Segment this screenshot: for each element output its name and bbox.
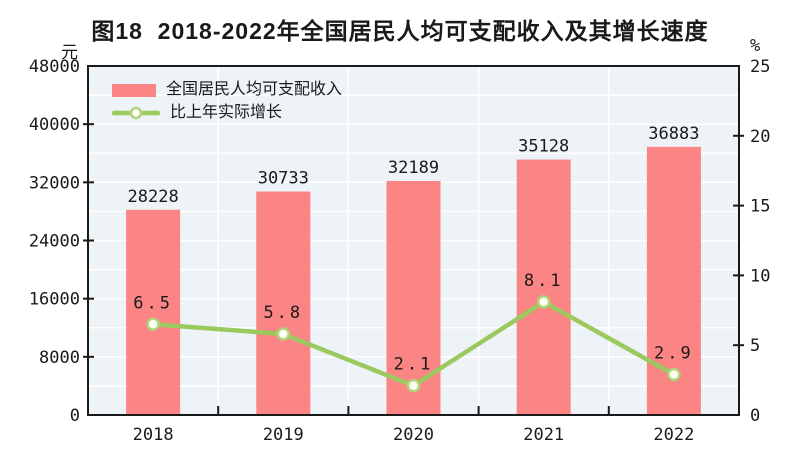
left-tick-label-32000: 32000 (29, 173, 80, 193)
bar-value-label-2019: 30733 (258, 169, 309, 189)
right-tick-label-25: 25 (750, 57, 770, 77)
left-tick-label-48000: 48000 (29, 57, 80, 77)
bar-value-label-2021: 35128 (518, 137, 569, 157)
left-tick-label-24000: 24000 (29, 232, 80, 252)
line-value-label-2022: 2.9 (654, 344, 694, 364)
legend-item-growth: 比上年实际增长 (112, 104, 342, 122)
bar-value-label-2018: 28228 (128, 187, 179, 207)
bar-2018 (126, 209, 181, 415)
x-tick-label-2018: 2018 (133, 425, 174, 445)
left-tick-label-0: 0 (70, 406, 80, 426)
legend-label-income: 全国居民人均可支配收入 (166, 81, 343, 98)
line-swatch-icon (112, 106, 160, 120)
growth-marker-2021 (536, 295, 551, 309)
right-tick-label-20: 20 (750, 127, 770, 147)
right-tick-label-0: 0 (750, 406, 760, 426)
chart-title: 图18 2018-2022年全国居民人均可支配收入及其增长速度 (91, 18, 709, 44)
legend: 全国居民人均可支配收入 比上年实际增长 (112, 81, 342, 122)
bar-value-label-2022: 36883 (648, 124, 699, 144)
right-tick-label-5: 5 (750, 336, 760, 356)
left-tick-label-16000: 16000 (29, 290, 80, 310)
line-value-label-2019: 5.8 (263, 303, 303, 323)
legend-label-growth: 比上年实际增长 (170, 104, 283, 121)
left-axis-unit-label: 元 (61, 43, 78, 63)
bar-2021 (516, 159, 571, 415)
x-tick-label-2021: 2021 (523, 425, 564, 445)
bar-swatch-icon (112, 83, 156, 97)
x-tick-label-2019: 2019 (263, 425, 304, 445)
growth-marker-2019 (276, 327, 291, 341)
growth-marker-2018 (146, 317, 160, 332)
bar-2019 (256, 191, 311, 415)
right-tick-label-15: 15 (750, 197, 770, 217)
legend-item-income: 全国居民人均可支配收入 (112, 81, 342, 99)
bar-value-label-2020: 32189 (388, 158, 439, 178)
x-tick-label-2022: 2022 (653, 425, 694, 445)
growth-marker-2020 (406, 378, 421, 393)
x-tick-label-2020: 2020 (393, 425, 434, 445)
right-axis-unit-label: % (750, 36, 761, 56)
left-tick-label-8000: 8000 (39, 348, 80, 368)
growth-marker-2022 (667, 367, 681, 382)
right-tick-label-10: 10 (750, 266, 770, 286)
left-tick-label-40000: 40000 (29, 115, 80, 135)
line-value-label-2020: 2.1 (394, 355, 434, 375)
line-value-label-2018: 6.5 (133, 293, 173, 313)
line-value-label-2021: 8.1 (524, 271, 564, 291)
